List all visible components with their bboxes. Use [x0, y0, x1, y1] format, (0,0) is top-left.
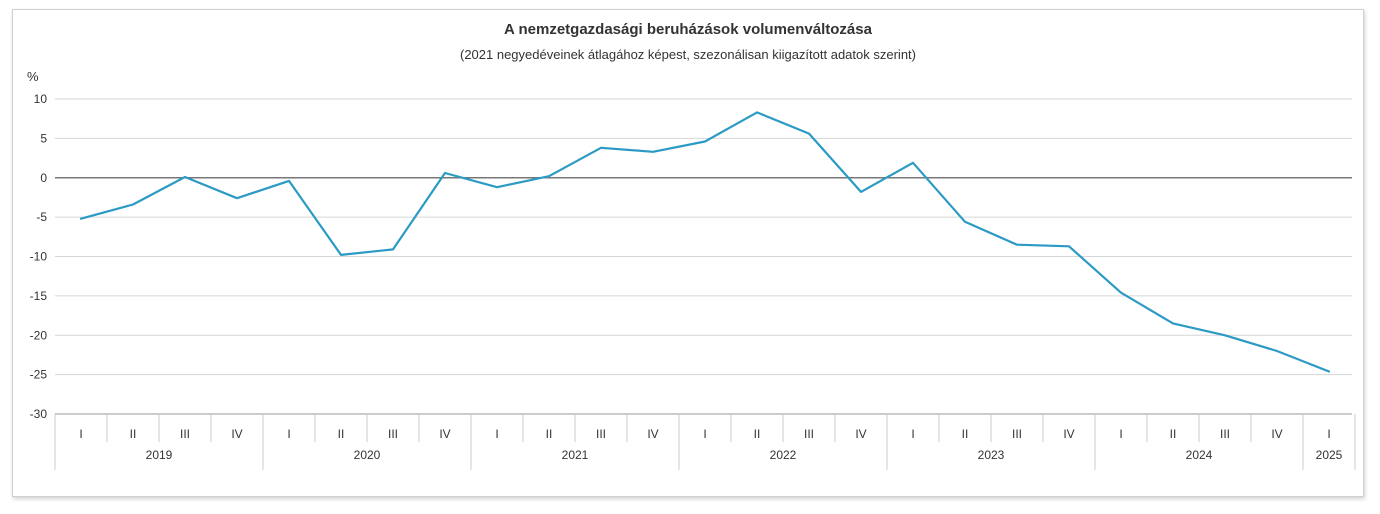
y-tick-label: -30 [30, 407, 48, 421]
y-tick-label: 5 [40, 131, 47, 145]
quarter-label: IV [1063, 427, 1074, 441]
quarter-label: IV [231, 427, 242, 441]
chart-frame: A nemzetgazdasági beruházások volumenvál… [12, 9, 1364, 497]
year-label: 2020 [354, 448, 381, 462]
y-axis-unit: % [27, 69, 39, 84]
quarter-label: IV [647, 427, 658, 441]
year-label: 2023 [978, 448, 1005, 462]
quarter-label: I [703, 427, 706, 441]
chart-subtitle: (2021 negyedéveinek átlagához képest, sz… [459, 47, 916, 62]
year-label: 2019 [146, 448, 173, 462]
quarter-label: I [1119, 427, 1122, 441]
quarter-label: I [79, 427, 82, 441]
quarter-label: IV [855, 427, 866, 441]
year-label: 2024 [1186, 448, 1213, 462]
y-tick-label: 0 [40, 171, 47, 185]
y-tick-label: -10 [30, 250, 48, 264]
quarter-label: III [596, 427, 606, 441]
y-tick-label: -15 [30, 289, 48, 303]
quarter-label: II [754, 427, 761, 441]
quarter-label: II [546, 427, 553, 441]
quarter-label: IV [439, 427, 450, 441]
quarter-label: I [911, 427, 914, 441]
quarter-label: II [962, 427, 969, 441]
y-tick-label: -20 [30, 328, 48, 342]
quarter-label: IV [1271, 427, 1282, 441]
quarter-label: III [388, 427, 398, 441]
quarter-label: II [1170, 427, 1177, 441]
series-line [79, 111, 1331, 373]
quarter-label: II [338, 427, 345, 441]
year-label: 2025 [1316, 448, 1343, 462]
year-label: 2021 [562, 448, 589, 462]
y-tick-label: -5 [36, 210, 47, 224]
quarter-label: I [287, 427, 290, 441]
quarter-label: III [180, 427, 190, 441]
y-tick-label: 10 [34, 92, 48, 106]
year-label: 2022 [770, 448, 797, 462]
quarter-label: III [1220, 427, 1230, 441]
y-tick-label: -25 [30, 368, 48, 382]
quarter-label: III [1012, 427, 1022, 441]
quarter-label: I [1327, 427, 1330, 441]
quarter-label: I [495, 427, 498, 441]
chart-title: A nemzetgazdasági beruházások volumenvál… [504, 21, 872, 38]
quarter-label: III [804, 427, 814, 441]
quarter-label: II [130, 427, 137, 441]
